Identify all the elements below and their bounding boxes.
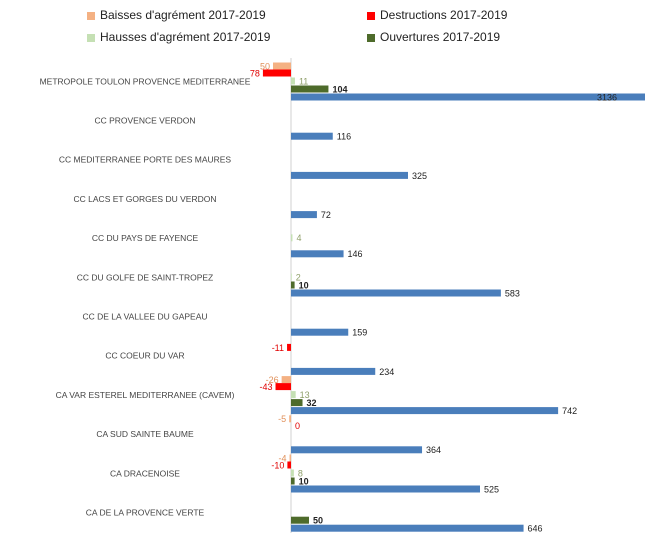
bar [291, 85, 329, 93]
bar [291, 391, 296, 399]
bar [287, 343, 291, 351]
legend-swatch [367, 34, 375, 42]
value-label: 72 [321, 210, 331, 220]
value-label: 742 [562, 406, 577, 416]
bar [291, 273, 292, 281]
value-label: 50 [313, 516, 323, 526]
value-label: 78 [250, 68, 260, 78]
bar [289, 415, 291, 423]
value-label: -10 [271, 460, 284, 470]
bar [291, 446, 423, 454]
value-label: 10 [299, 280, 309, 290]
value-label: 234 [379, 367, 394, 377]
bar [275, 383, 291, 391]
bar [291, 328, 349, 336]
value-label: -5 [278, 414, 286, 424]
category-label: CC DU PAYS DE FAYENCE [92, 233, 199, 243]
category-label: CC COEUR DU VAR [105, 351, 184, 361]
value-label: 525 [484, 484, 499, 494]
bar [291, 516, 309, 524]
category-label: CA SUD SAINTE BAUME [96, 429, 194, 439]
legend-swatch [367, 12, 375, 20]
value-label: 646 [528, 524, 543, 533]
value-label: -43 [260, 382, 273, 392]
bar [291, 289, 501, 297]
legend-label: Baisses d'agrément 2017-2019 [100, 8, 266, 22]
bar [291, 281, 295, 289]
value-label: -4 [279, 453, 287, 463]
value-label: 4 [296, 233, 301, 243]
legend-swatch [87, 34, 95, 42]
value-label: 32 [307, 398, 317, 408]
bar [291, 171, 408, 179]
value-label: -26 [266, 375, 279, 385]
bar [281, 376, 291, 384]
value-label: 13 [300, 390, 310, 400]
value-label: -11 [272, 343, 284, 353]
value-label: 364 [426, 445, 441, 455]
bar [287, 461, 291, 469]
bar [291, 93, 645, 101]
value-label: 50 [260, 61, 270, 71]
bar [291, 477, 295, 485]
value-label: 10 [299, 476, 309, 486]
bar [291, 234, 293, 242]
category-label: METROPOLE TOULON PROVENCE MEDITERRANEE [40, 76, 251, 86]
value-label: 583 [505, 288, 520, 298]
category-label: CA DE LA PROVENCE VERTE [86, 507, 205, 517]
value-label: 0 [295, 421, 300, 431]
category-label: CA VAR ESTEREL MEDITERRANEE (CAVEM) [56, 390, 235, 400]
bar [291, 469, 294, 477]
legend-label: Destructions 2017-2019 [380, 8, 508, 22]
bar [291, 250, 344, 258]
value-label: 325 [412, 171, 427, 181]
bar [262, 69, 291, 77]
bar [291, 524, 524, 532]
value-label: 11 [299, 76, 308, 86]
value-label: 2 [296, 272, 301, 282]
value-label: 146 [348, 249, 363, 259]
bar [291, 407, 559, 415]
category-label: CA DRACENOISE [110, 468, 180, 478]
value-label: 116 [337, 132, 351, 142]
bar [291, 485, 480, 493]
bar [273, 62, 291, 70]
category-label: CC DU GOLFE DE SAINT-TROPEZ [77, 272, 214, 282]
category-label: CC LACS ET GORGES DU VERDON [74, 194, 217, 204]
category-label: CC MEDITERRANEE PORTE DES MAURES [59, 155, 232, 165]
bar [289, 454, 291, 462]
value-label: 104 [332, 84, 347, 94]
category-label: CC DE LA VALLEE DU GAPEAU [82, 311, 207, 321]
value-label: 3136 [597, 92, 617, 102]
value-label: 159 [352, 328, 367, 338]
legend-label: Ouvertures 2017-2019 [380, 30, 500, 44]
legend-label: Hausses d'agrément 2017-2019 [100, 30, 271, 44]
bar [291, 399, 303, 407]
bar [291, 132, 333, 140]
bar [291, 77, 295, 85]
bar [291, 211, 317, 219]
value-label: 8 [298, 468, 303, 478]
legend-swatch [87, 12, 95, 20]
category-label: CC PROVENCE VERDON [94, 115, 195, 125]
bar [291, 367, 376, 375]
